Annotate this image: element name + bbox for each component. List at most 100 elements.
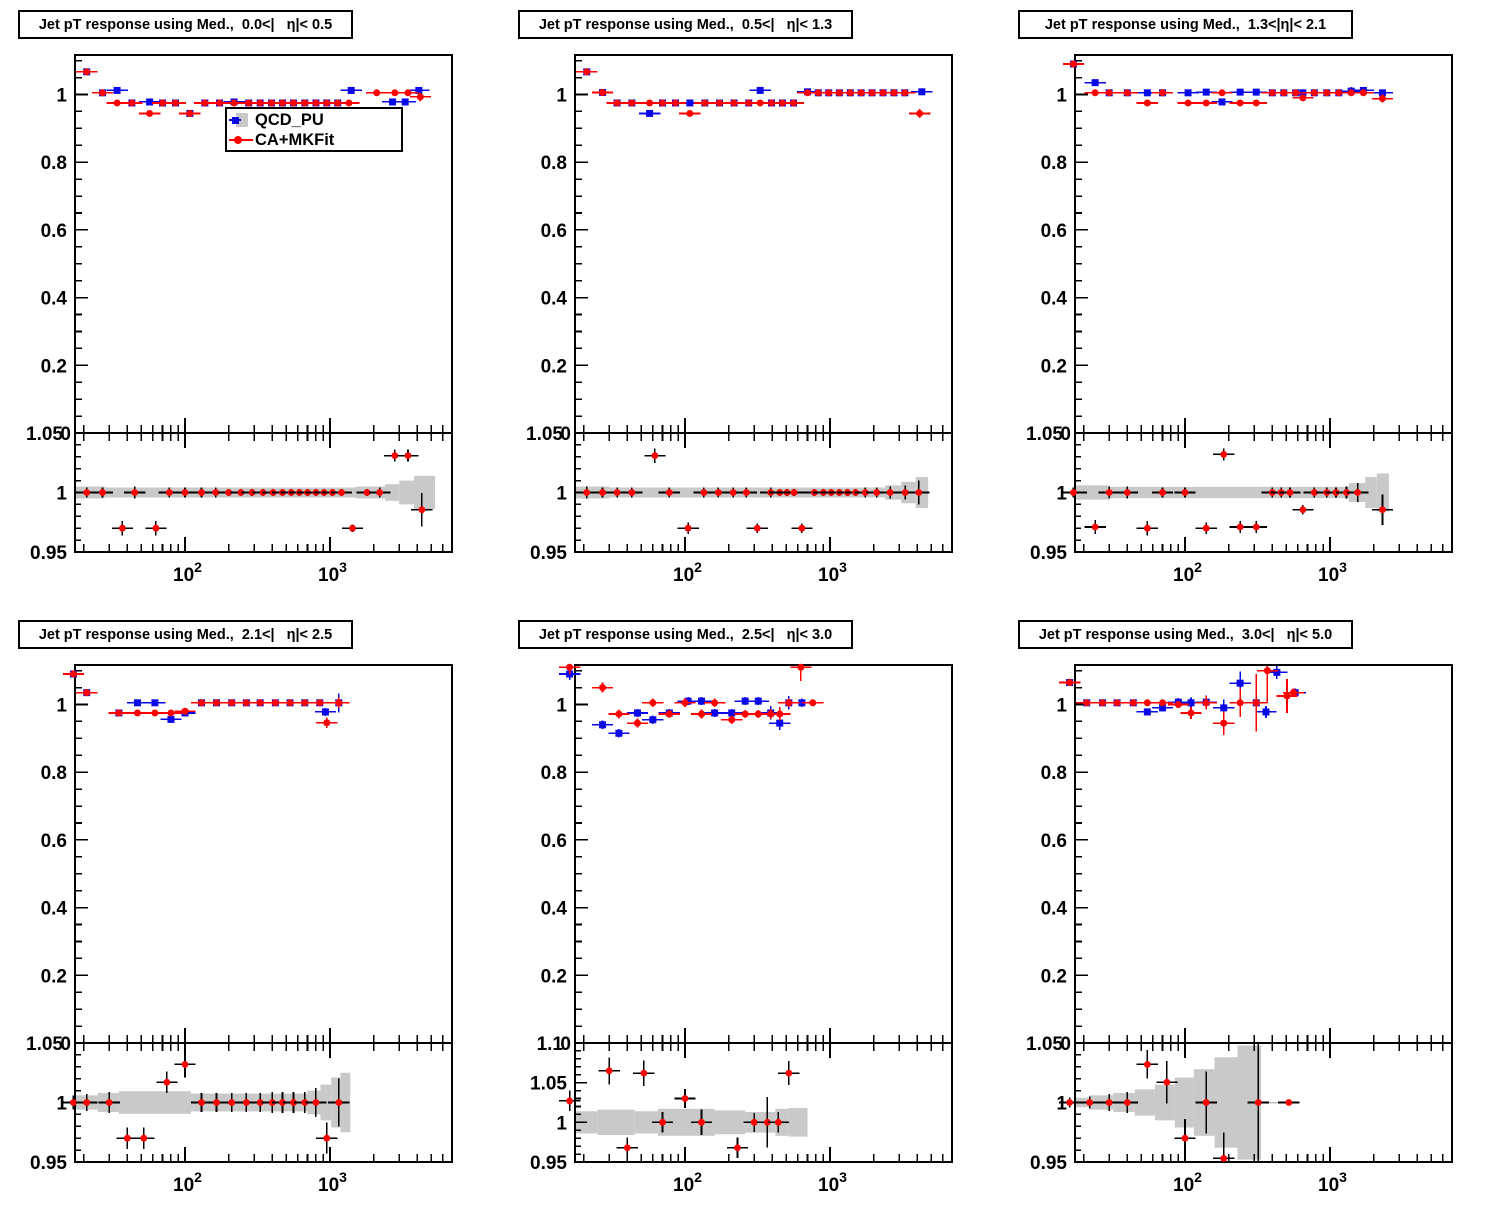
svg-text:1: 1	[56, 86, 67, 107]
svg-text:0: 0	[60, 1034, 71, 1055]
panel-title-box: Jet pT response using Med., 3.0<| η|< 5.…	[1018, 620, 1353, 649]
svg-text:0.95: 0.95	[530, 543, 567, 564]
svg-text:0.6: 0.6	[41, 221, 67, 242]
series-qcd-pu	[1062, 60, 1394, 106]
svg-text:1.05: 1.05	[526, 424, 563, 445]
svg-text:0.4: 0.4	[1041, 289, 1068, 310]
svg-text:0.6: 0.6	[41, 831, 67, 852]
ratio-series	[1058, 1044, 1300, 1162]
svg-text:102: 102	[173, 559, 202, 586]
red-circle-marker-icon	[234, 136, 242, 144]
svg-text:0.4: 0.4	[41, 899, 68, 920]
panel-title-box: Jet pT response using Med., 1.3<|η|< 2.1	[1018, 10, 1353, 39]
legend-label-ca-mkfit: CA+MKFit	[255, 130, 335, 149]
plot-canvas-eta-0p5-1p3: 1 0.8 0.6 0.4 0.2 1.050 1 0.95 102 103	[526, 54, 953, 586]
svg-text:0: 0	[1060, 1034, 1071, 1055]
svg-text:0.4: 0.4	[41, 289, 68, 310]
svg-text:0.8: 0.8	[1041, 153, 1067, 174]
ratio-y-axis: 1.05 1 0.95	[530, 1042, 587, 1174]
svg-text:0.4: 0.4	[541, 289, 568, 310]
svg-text:0.6: 0.6	[1041, 221, 1067, 242]
ratio-series	[576, 448, 930, 535]
uncertainty-band-swatch	[236, 113, 248, 127]
panel-eta-2p1-2p5: 1 0.8 0.6 0.4 0.2 1.05 0 1 0.95 102 103 Jet pT res…	[0, 610, 500, 1222]
plot-frames	[574, 664, 953, 1163]
svg-text:0.6: 0.6	[541, 831, 567, 852]
svg-text:0.95: 0.95	[30, 543, 67, 564]
legend-label-qcd-pu: QCD_PU	[255, 110, 324, 129]
ratio-y-axis: 10.95	[1030, 432, 1087, 564]
svg-text:0: 0	[60, 424, 71, 445]
ratio-series	[558, 1057, 800, 1159]
svg-text:103: 103	[818, 559, 847, 586]
svg-text:1: 1	[556, 86, 567, 107]
svg-text:0.95: 0.95	[1030, 543, 1067, 564]
svg-text:1: 1	[556, 484, 567, 505]
svg-text:1: 1	[56, 484, 67, 505]
svg-text:0.95: 0.95	[530, 1153, 567, 1174]
x-axis: 102 103	[1082, 418, 1444, 586]
svg-text:102: 102	[1173, 559, 1202, 586]
panel-title-text: Jet pT response using Med., 1.3<|η|< 2.1	[1044, 16, 1327, 33]
blue-square-marker-icon	[232, 117, 239, 124]
svg-text:102: 102	[1173, 1169, 1202, 1196]
svg-text:1.05: 1.05	[1026, 424, 1063, 445]
svg-text:1: 1	[1056, 1094, 1067, 1115]
svg-text:103: 103	[318, 1169, 347, 1196]
panel-title-box: Jet pT response using Med., 2.5<| η|< 3.…	[518, 620, 853, 649]
svg-text:0.2: 0.2	[41, 966, 67, 987]
legend-entry-qcd-pu: QCD_PU	[229, 110, 401, 130]
panel-eta-0p0-0p5: 1 0.8 0.6 0.4 0.2 1.05 0 1 0.95 102 103 Jet pT res…	[0, 0, 500, 612]
svg-text:1: 1	[1056, 484, 1067, 505]
svg-text:0: 0	[1060, 424, 1071, 445]
plot-frames	[74, 664, 453, 1163]
svg-text:1.05: 1.05	[1026, 1034, 1063, 1055]
svg-text:103: 103	[1318, 559, 1347, 586]
svg-text:0.8: 0.8	[541, 153, 567, 174]
ratio-series	[76, 449, 433, 536]
panel-eta-1p3-2p1: 1 0.8 0.6 0.4 0.2 1.05 0 1 0.95 102 103 Jet pT res…	[1000, 0, 1496, 612]
svg-text:0.2: 0.2	[541, 966, 567, 987]
svg-text:0.95: 0.95	[30, 1153, 67, 1174]
ca-mkfit-marker-icon	[229, 131, 255, 149]
svg-text:0: 0	[560, 1034, 571, 1055]
svg-text:0.4: 0.4	[541, 899, 568, 920]
svg-text:0.6: 0.6	[1041, 831, 1067, 852]
svg-text:1.05: 1.05	[530, 1074, 567, 1095]
svg-text:1: 1	[556, 696, 567, 717]
main-y-axis: 1 0.8 0.6 0.4 0.2 1.050	[526, 59, 588, 445]
svg-text:103: 103	[818, 1169, 847, 1196]
panel-title-box: Jet pT response using Med., 0.0<| η|< 0.…	[18, 10, 353, 39]
svg-text:1: 1	[56, 696, 67, 717]
panel-title-text: Jet pT response using Med., 0.0<| η|< 0.…	[38, 16, 333, 33]
plot-frames	[574, 54, 953, 553]
svg-text:102: 102	[673, 559, 702, 586]
plot-canvas-eta-2p5-3p0: 1 0.8 0.6 0.4 0.2 1.10 1.05 1 0.95 102 103	[530, 663, 953, 1196]
svg-text:0: 0	[560, 424, 571, 445]
svg-text:0.2: 0.2	[541, 356, 567, 377]
ratio-series	[62, 1051, 350, 1154]
qcd-pu-marker-icon	[229, 111, 255, 129]
svg-text:0.2: 0.2	[1041, 966, 1067, 987]
legend-entry-ca-mkfit: CA+MKFit	[229, 130, 401, 150]
ratio-series	[1062, 448, 1394, 536]
svg-text:0.6: 0.6	[541, 221, 567, 242]
series-ca-mkfit	[576, 68, 931, 118]
plot-frames	[1074, 54, 1453, 553]
panel-eta-3p0-5p0: 1 0.8 0.6 0.4 0.2 1.05 0 1 0.95 102 103 Jet pT res…	[1000, 610, 1496, 1222]
main-y-axis: 1 0.8 0.6 0.4 0.2 1.050	[1026, 59, 1088, 445]
svg-text:1: 1	[56, 1094, 67, 1115]
panel-eta-0p5-1p3: 1 0.8 0.6 0.4 0.2 1.05 0 1 0.95 102 103 Jet pT res…	[500, 0, 1000, 612]
panel-title-box: Jet pT response using Med., 2.1<| η|< 2.…	[18, 620, 353, 649]
svg-text:1: 1	[1056, 696, 1067, 717]
panel-title-text: Jet pT response using Med., 0.5<| η|< 1.…	[538, 16, 833, 33]
panel-title-text: Jet pT response using Med., 3.0<| η|< 5.…	[1038, 626, 1333, 643]
x-axis: 102 103	[82, 418, 444, 586]
svg-text:0.8: 0.8	[41, 153, 67, 174]
panel-title-text: Jet pT response using Med., 2.5<| η|< 3.…	[538, 626, 833, 643]
ratio-y-axis: 10.95	[30, 432, 87, 564]
